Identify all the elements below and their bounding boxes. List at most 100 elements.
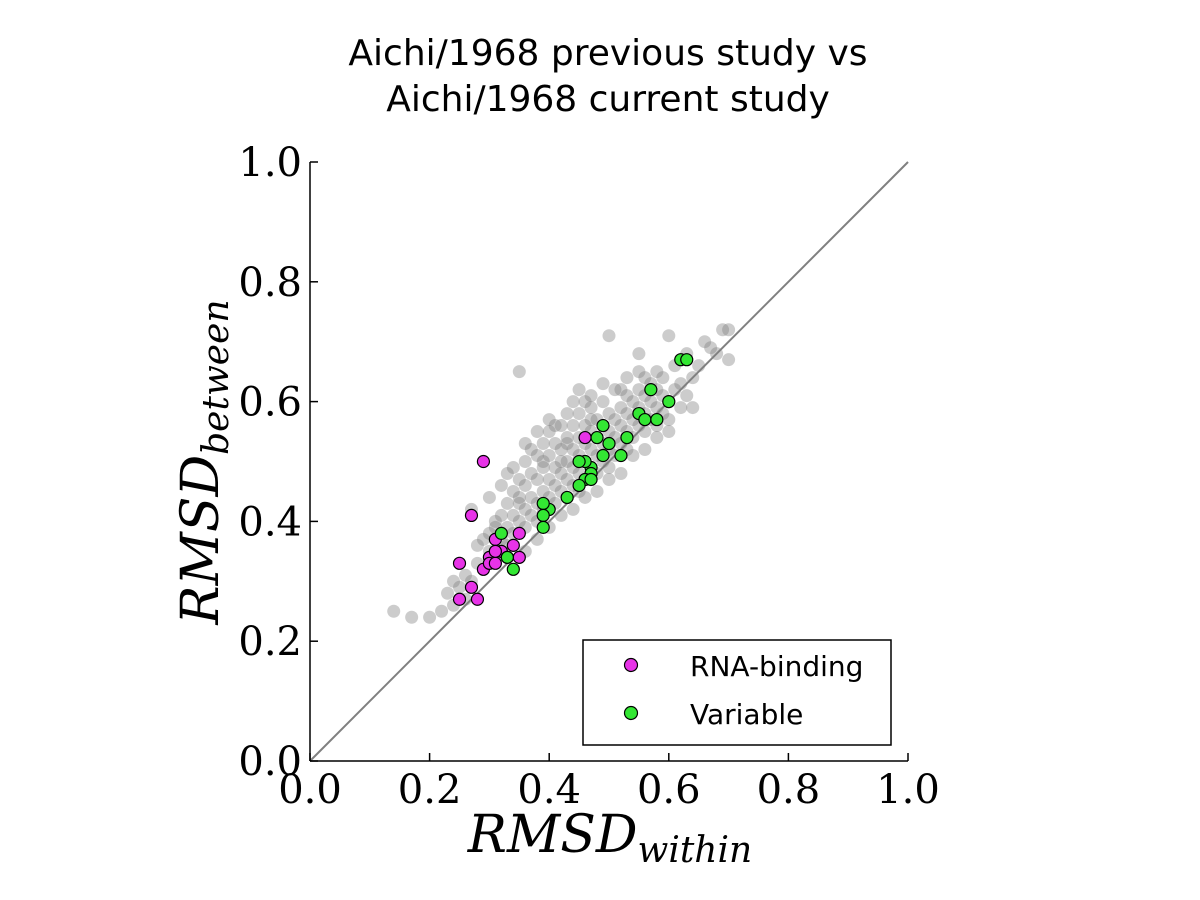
background-point [626, 395, 640, 409]
y-tick-label: 0.0 [238, 739, 302, 785]
background-point [548, 478, 562, 492]
background-point [674, 377, 688, 391]
variable-point [560, 490, 574, 505]
rna-binding-point [512, 550, 526, 564]
variable-point [536, 520, 550, 534]
background-point [620, 407, 634, 421]
y-axis-ticks: 0.0 0.2 0.4 0.6 0.8 1.0 [238, 140, 318, 785]
background-point [596, 395, 610, 409]
background-point [584, 389, 598, 403]
background-point [608, 413, 622, 427]
variable-point [650, 412, 664, 427]
background-point [632, 365, 646, 379]
background-point [536, 455, 550, 468]
chart-title-line-1: Aichi/1968 previous study vs [348, 33, 867, 74]
background-point [602, 460, 616, 474]
x-axis-label-main: RMSD [467, 805, 638, 865]
variable-point [590, 430, 604, 445]
x-tick-label: 0.6 [637, 767, 701, 813]
rna-binding-point [488, 544, 502, 558]
rna-binding-point [506, 538, 520, 552]
background-point [542, 449, 556, 463]
x-axis-label: RMSDwithin [467, 805, 752, 871]
background-point [524, 490, 538, 504]
variable-point [638, 412, 652, 427]
background-point [638, 371, 652, 385]
background-point [518, 502, 532, 516]
background-point [494, 508, 508, 522]
background-point [548, 460, 562, 474]
background-point [554, 508, 568, 522]
rna-binding-point [476, 454, 491, 469]
y-axis-label-main: RMSD [171, 455, 231, 626]
background-point [560, 455, 574, 468]
background-point [512, 496, 526, 510]
x-tick-label: 0.8 [757, 767, 821, 813]
legend-label-rna-binding: RNA-binding [690, 650, 863, 683]
background-point [722, 323, 736, 337]
background-point [554, 466, 568, 480]
variable-point [536, 508, 550, 523]
background-point [530, 532, 544, 546]
legend-marker-variable [623, 705, 639, 721]
background-point [560, 431, 574, 445]
variable-point [572, 478, 586, 493]
background-point [566, 502, 580, 516]
variable-point [536, 496, 550, 511]
background-point [584, 443, 598, 457]
variable-point [644, 383, 658, 397]
background-point [482, 490, 496, 504]
background-point [578, 395, 592, 409]
variable-point [500, 550, 514, 564]
variable-point [572, 454, 586, 469]
legend-box [582, 639, 892, 746]
background-point [512, 514, 526, 528]
variable-point [602, 436, 616, 451]
background-point [518, 437, 532, 451]
background-point [662, 425, 676, 439]
rna-binding-point [464, 580, 479, 594]
y-tick-label: 1.0 [238, 140, 302, 186]
background-point [542, 425, 556, 439]
background-point [518, 478, 532, 492]
background-point [650, 431, 664, 445]
background-point [435, 604, 449, 618]
x-axis-ticks: 0.0 0.2 0.4 0.6 0.8 1.0 [278, 753, 940, 813]
background-point [566, 443, 580, 457]
x-axis-label-sub: within [638, 830, 753, 871]
background-point [692, 359, 706, 373]
rna-binding-point [452, 592, 467, 606]
variable-point [620, 430, 634, 445]
background-point [506, 484, 520, 498]
background-point [542, 413, 556, 427]
background-point [554, 455, 568, 468]
background-point [560, 407, 574, 421]
x-tick-label: 0.0 [278, 767, 342, 813]
background-point [686, 401, 700, 415]
background-point [620, 389, 634, 403]
background-point [572, 407, 586, 421]
legend-marker-rna-binding [623, 657, 639, 673]
background-point [548, 419, 562, 433]
legend: RNA-binding Variable [582, 639, 892, 746]
background-point [722, 353, 736, 367]
background-point [620, 371, 634, 385]
background-point [524, 466, 538, 480]
background-point [626, 449, 640, 463]
background-point [644, 395, 658, 409]
background-point [656, 371, 670, 385]
background-point [518, 455, 532, 468]
variable-point [596, 418, 610, 433]
chart-title-line-2: Aichi/1968 current study [386, 79, 830, 120]
background-point [638, 443, 652, 457]
background-point [698, 335, 712, 349]
y-axis-label-sub: between [196, 299, 237, 454]
identity-reference-line [309, 161, 909, 762]
background-point [578, 490, 592, 504]
rna-binding-point [464, 508, 479, 523]
variable-point [614, 448, 628, 463]
background-point [554, 419, 568, 433]
x-tick-label: 0.4 [517, 767, 581, 813]
background-point [566, 395, 580, 409]
